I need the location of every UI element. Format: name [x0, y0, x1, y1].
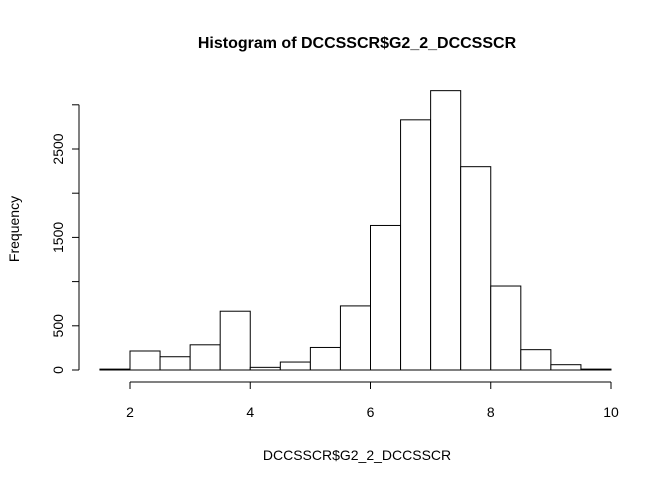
histogram-bar — [520, 349, 552, 371]
x-tick-label: 10 — [603, 404, 619, 420]
y-axis: 0 500 1500 2500 — [50, 104, 80, 374]
histogram-bar — [219, 310, 251, 371]
bars-group — [99, 90, 612, 371]
x-tick-label: 4 — [246, 404, 254, 420]
histogram-bar — [159, 356, 191, 371]
histogram-bar — [309, 346, 341, 371]
y-axis-label: Frequency — [6, 196, 22, 262]
histogram-bar — [490, 285, 522, 371]
x-tick-label: 2 — [126, 404, 134, 420]
histogram-bar — [249, 366, 281, 371]
histogram-bar — [400, 119, 432, 371]
x-axis-label: DCCSSCR$G2_2_DCCSSCR — [263, 447, 451, 463]
histogram-bar — [339, 305, 371, 371]
histogram-bar — [189, 344, 221, 371]
y-tick-label: 0 — [50, 366, 66, 374]
y-tick-label: 1500 — [50, 222, 66, 253]
y-tick-label: 500 — [50, 314, 66, 338]
x-tick-label: 6 — [367, 404, 375, 420]
histogram-bar — [129, 350, 161, 371]
histogram-bar — [460, 166, 492, 371]
histogram-bar — [370, 224, 402, 371]
histogram-bar — [279, 361, 311, 371]
x-axis: 2 4 6 8 10 — [126, 381, 619, 420]
histogram-bar — [430, 90, 462, 371]
chart-title: Histogram of DCCSSCR$G2_2_DCCSSCR — [198, 35, 517, 52]
histogram-bar — [99, 368, 131, 371]
histogram-bar — [550, 364, 582, 371]
histogram-bar — [580, 368, 612, 371]
x-tick-label: 8 — [487, 404, 495, 420]
y-tick-label: 2500 — [50, 133, 66, 164]
